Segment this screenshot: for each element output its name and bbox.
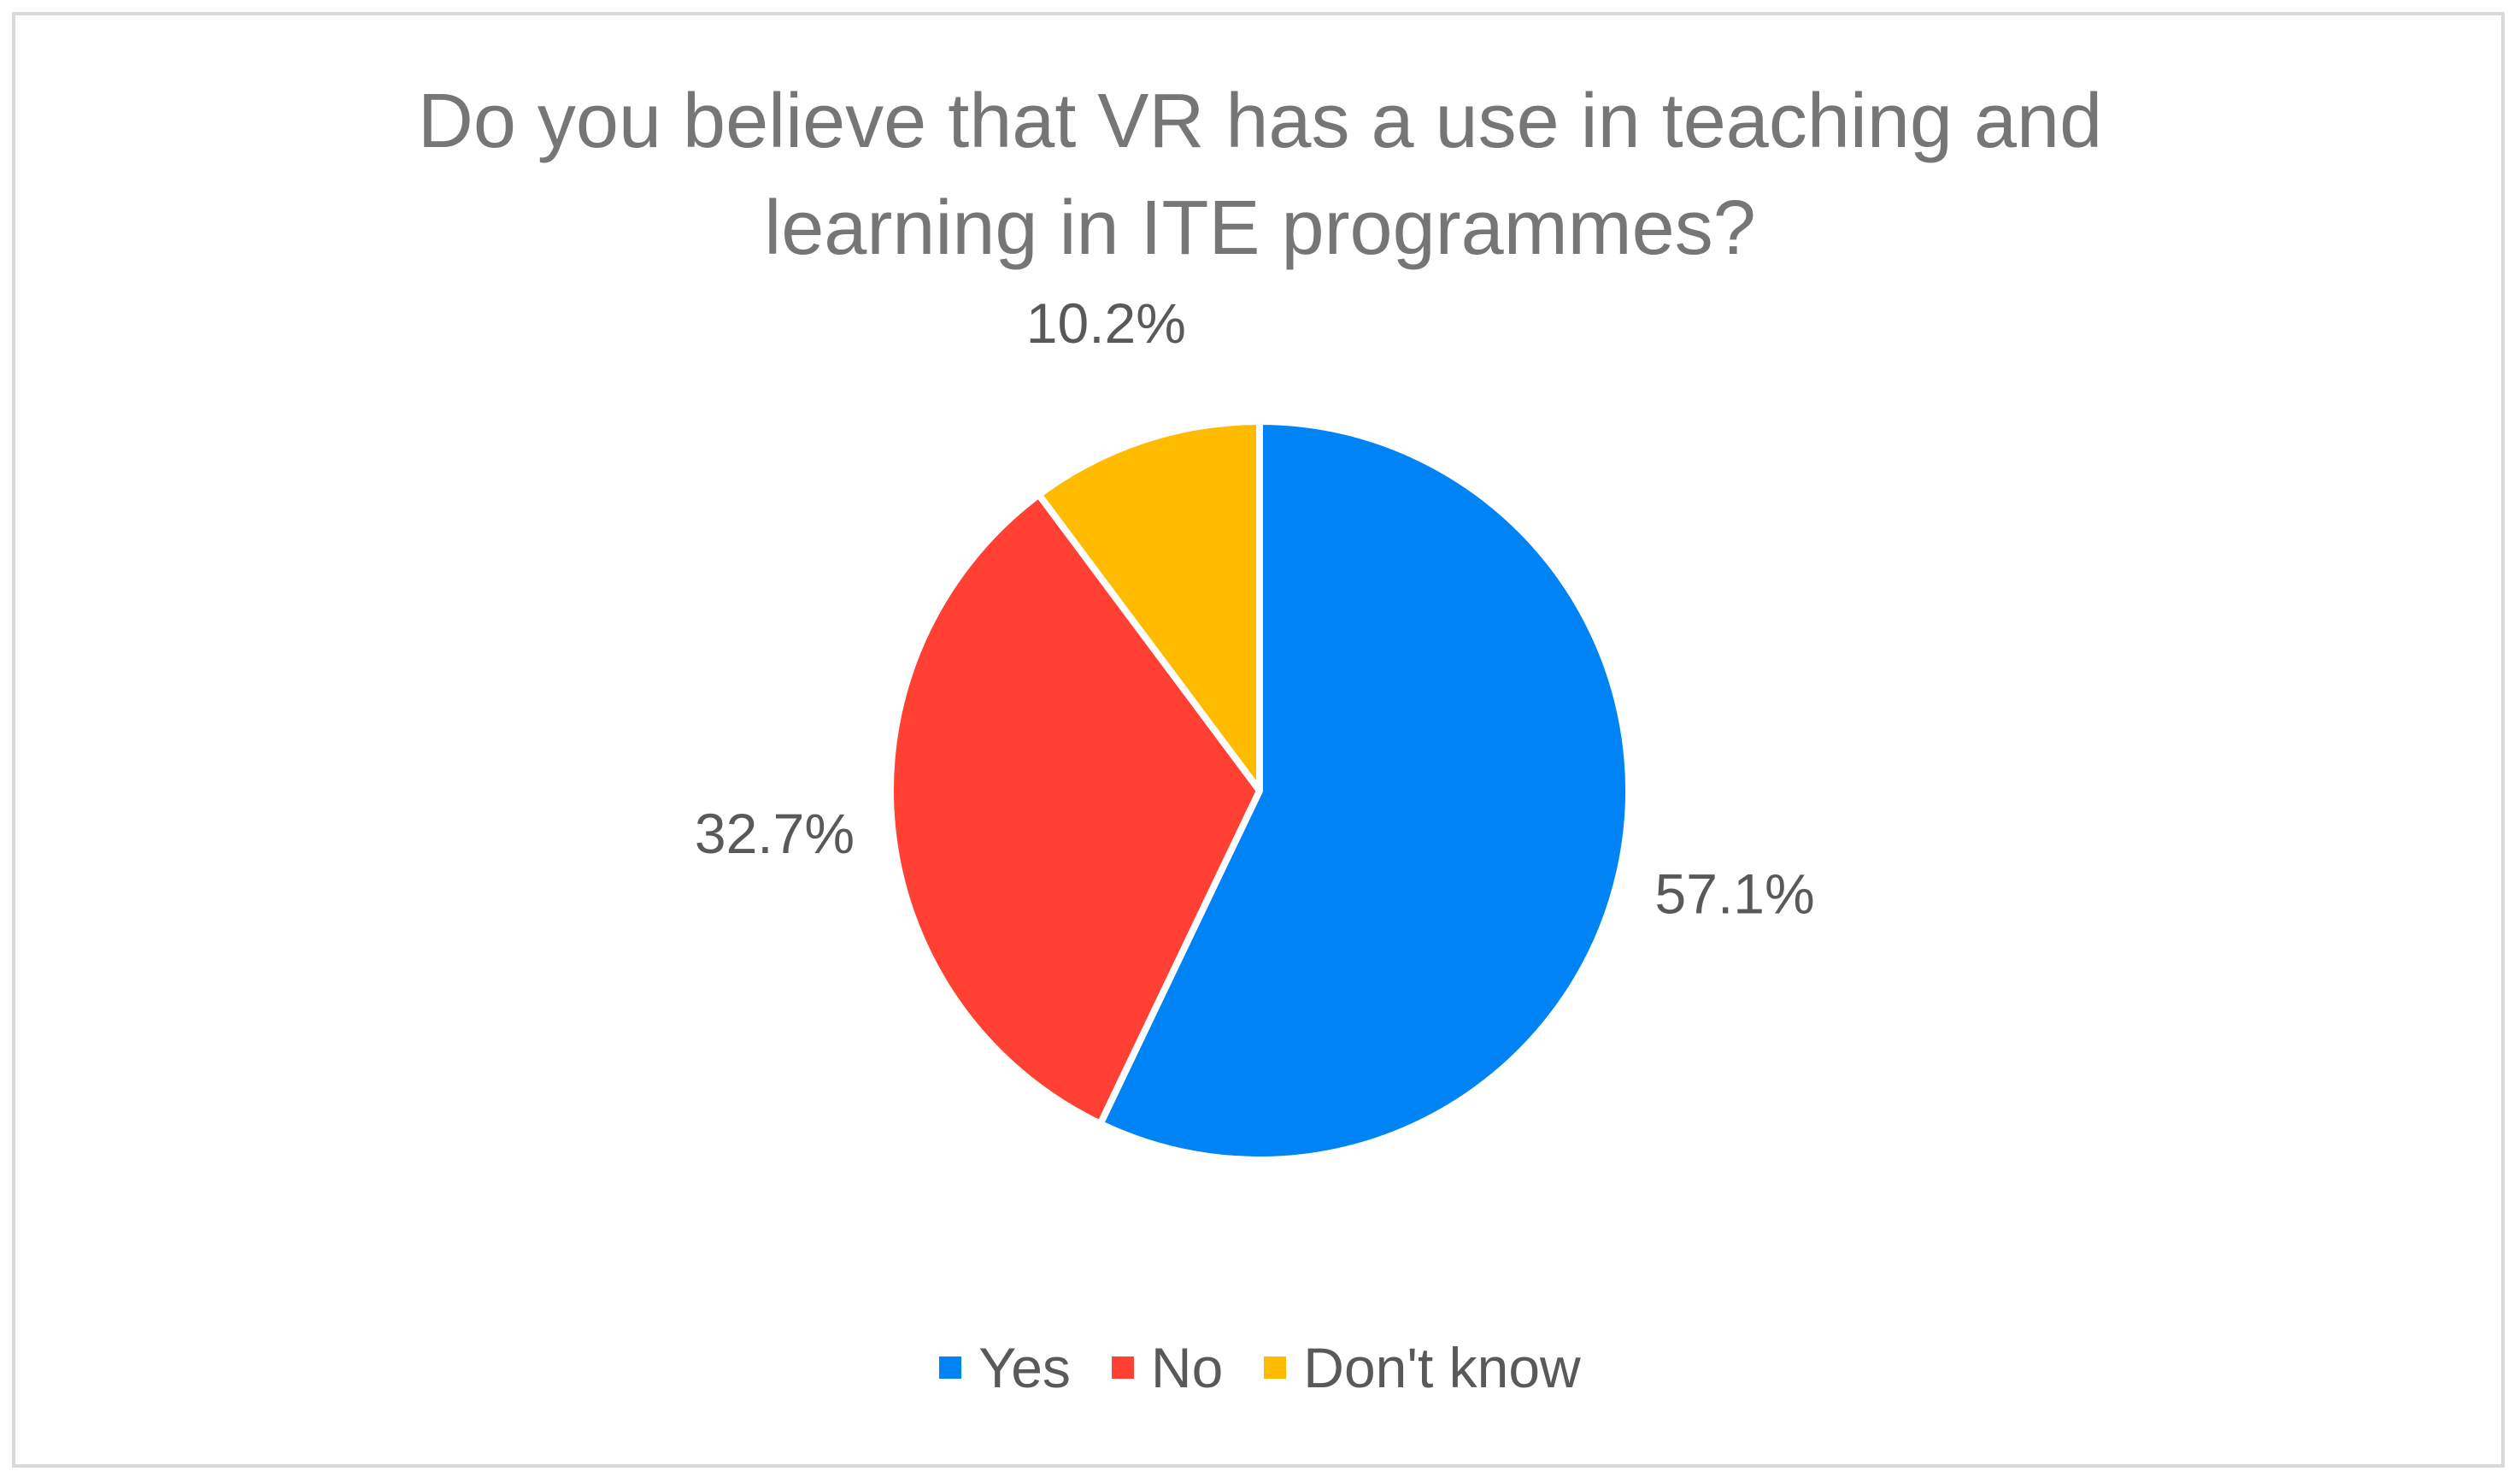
data-label-don-t-know: 10.2% bbox=[1026, 291, 1186, 355]
chart-title: Do you believe that VR has a use in teac… bbox=[0, 68, 2520, 282]
legend-label-dont-know: Don't know bbox=[1303, 1336, 1581, 1399]
legend-swatch-no bbox=[1111, 1356, 1134, 1379]
pie-slice-don-t-know[interactable] bbox=[1035, 418, 1263, 794]
legend-item-no[interactable]: No bbox=[1111, 1335, 1224, 1400]
pie-slice-no[interactable] bbox=[887, 491, 1263, 1127]
pie-slice-yes[interactable] bbox=[1096, 418, 1632, 1163]
data-label-no: 32.7% bbox=[695, 802, 855, 865]
legend: Yes No Don't know bbox=[0, 1329, 2520, 1406]
legend-item-dont-know[interactable]: Don't know bbox=[1264, 1335, 1581, 1400]
legend-label-no: No bbox=[1150, 1336, 1224, 1399]
chart-title-line-1: Do you believe that VR has a use in teac… bbox=[417, 79, 2103, 164]
legend-label-yes: Yes bbox=[978, 1336, 1071, 1399]
legend-item-yes[interactable]: Yes bbox=[939, 1335, 1071, 1400]
chart-title-line-2: learning in ITE programmes? bbox=[764, 185, 1756, 271]
data-label-yes: 57.1% bbox=[1655, 862, 1815, 926]
legend-swatch-yes bbox=[939, 1356, 962, 1379]
legend-swatch-dont-know bbox=[1264, 1356, 1287, 1379]
